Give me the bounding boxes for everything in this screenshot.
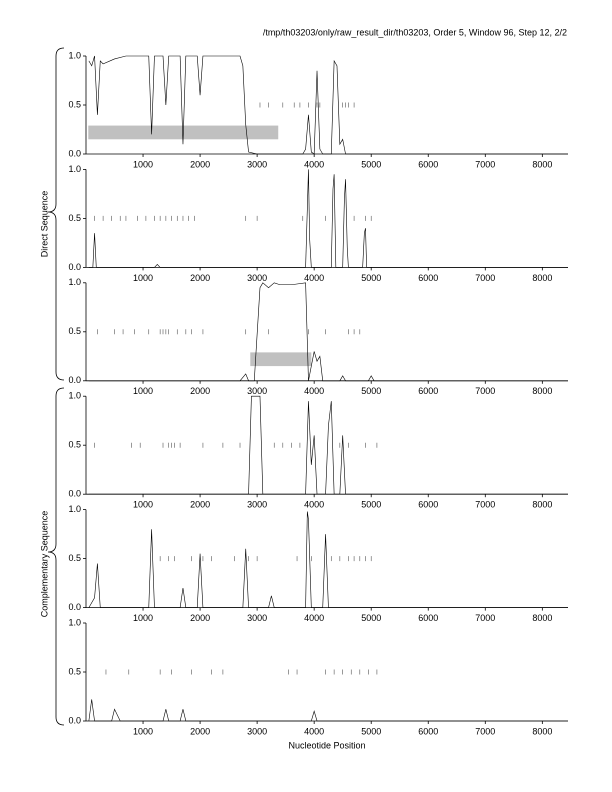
x-tick-label: 8000	[532, 159, 552, 169]
x-tick-label: 2000	[190, 159, 210, 169]
y-tick-label: 1.0	[68, 391, 81, 401]
x-tick-label: 8000	[532, 386, 552, 396]
x-tick-label: 4000	[304, 613, 324, 623]
y-tick-label: 0.5	[68, 666, 81, 676]
y-tick-label: 1.0	[68, 277, 81, 287]
x-tick-label: 8000	[532, 726, 552, 736]
y-tick-label: 0.5	[68, 213, 81, 223]
x-tick-label: 1000	[133, 159, 153, 169]
x-tick-label: 2000	[190, 500, 210, 510]
x-tick-label: 3000	[247, 159, 267, 169]
y-tick-label: 0.0	[68, 262, 81, 272]
x-tick-label: 2000	[190, 386, 210, 396]
x-tick-label: 1000	[133, 500, 153, 510]
region-bar	[250, 352, 312, 367]
x-tick-label: 3000	[247, 386, 267, 396]
x-tick-label: 6000	[418, 273, 438, 283]
x-tick-label: 7000	[475, 386, 495, 396]
x-tick-label: 5000	[361, 273, 381, 283]
x-tick-label: 1000	[133, 386, 153, 396]
x-tick-label: 3000	[247, 726, 267, 736]
x-tick-label: 3000	[247, 500, 267, 510]
x-tick-label: 7000	[475, 159, 495, 169]
y-tick-label: 1.0	[68, 164, 81, 174]
x-tick-label: 3000	[247, 273, 267, 283]
x-tick-label: 5000	[361, 613, 381, 623]
data-line	[88, 395, 568, 495]
data-line	[88, 699, 568, 722]
x-tick-label: 8000	[532, 273, 552, 283]
x-tick-label: 6000	[418, 500, 438, 510]
brace	[47, 387, 65, 726]
x-axis-label: Nucleotide Position	[288, 740, 365, 750]
page-title: /tmp/th03203/only/raw_result_dir/th03203…	[263, 27, 567, 37]
x-tick-label: 1000	[133, 726, 153, 736]
x-tick-label: 7000	[475, 726, 495, 736]
side-label: Direct Sequence	[39, 191, 49, 258]
side-label: Complementary Sequence	[39, 511, 49, 618]
x-tick-label: 2000	[190, 273, 210, 283]
x-tick-label: 2000	[190, 726, 210, 736]
y-tick-label: 0.5	[68, 553, 81, 563]
x-tick-label: 1000	[133, 613, 153, 623]
x-tick-label: 6000	[418, 613, 438, 623]
x-tick-label: 4000	[304, 159, 324, 169]
x-tick-label: 6000	[418, 726, 438, 736]
x-tick-label: 7000	[475, 613, 495, 623]
x-tick-label: 8000	[532, 613, 552, 623]
x-tick-label: 5000	[361, 500, 381, 510]
x-tick-label: 7000	[475, 500, 495, 510]
y-tick-label: 0.5	[68, 99, 81, 109]
x-tick-label: 1000	[133, 273, 153, 283]
y-tick-label: 1.0	[68, 504, 81, 514]
brace	[47, 47, 65, 381]
data-line	[88, 282, 568, 382]
x-tick-label: 2000	[190, 613, 210, 623]
y-tick-label: 1.0	[68, 50, 81, 60]
y-tick-label: 0.5	[68, 440, 81, 450]
y-tick-label: 0.0	[68, 148, 81, 158]
x-tick-label: 5000	[361, 386, 381, 396]
x-tick-label: 3000	[247, 613, 267, 623]
x-tick-label: 8000	[532, 500, 552, 510]
x-tick-label: 4000	[304, 500, 324, 510]
x-tick-label: 6000	[418, 386, 438, 396]
y-tick-label: 0.0	[68, 375, 81, 385]
y-tick-label: 0.0	[68, 715, 81, 725]
x-tick-label: 5000	[361, 159, 381, 169]
x-tick-label: 5000	[361, 726, 381, 736]
data-line	[88, 169, 568, 268]
x-tick-label: 6000	[418, 159, 438, 169]
y-tick-label: 0.0	[68, 602, 81, 612]
data-line	[88, 55, 568, 155]
y-tick-label: 0.0	[68, 489, 81, 499]
x-tick-label: 4000	[304, 726, 324, 736]
y-tick-label: 1.0	[68, 617, 81, 627]
y-tick-label: 0.5	[68, 326, 81, 336]
x-tick-label: 4000	[304, 386, 324, 396]
x-tick-label: 7000	[475, 273, 495, 283]
data-line	[88, 511, 568, 608]
x-tick-label: 4000	[304, 273, 324, 283]
